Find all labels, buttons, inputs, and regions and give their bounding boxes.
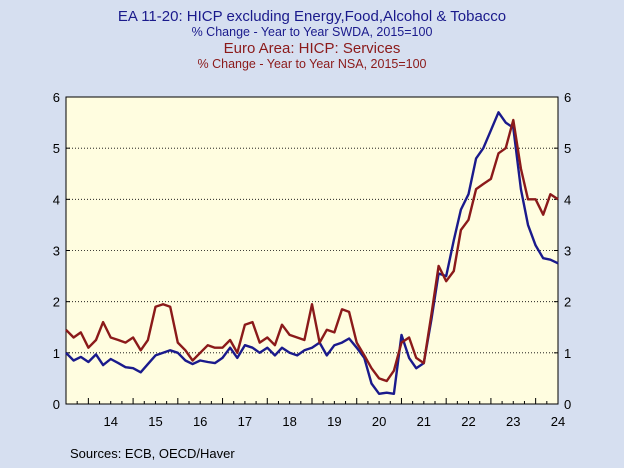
chart-subtitle-series1: % Change - Year to Year SWDA, 2015=100 [191, 25, 433, 39]
y-tick-label-left: 1 [53, 346, 60, 361]
x-tick-label: 17 [238, 414, 252, 429]
y-tick-label-right: 5 [564, 141, 571, 156]
source-note: Sources: ECB, OECD/Haver [70, 446, 235, 461]
series-line-2 [65, 118, 559, 383]
chart-title-group: EA 11-20: HICP excluding Energy,Food,Alc… [0, 8, 624, 72]
x-tick-label: 19 [327, 414, 341, 429]
series-lines [65, 111, 559, 395]
y-tick-label-right: 6 [564, 90, 571, 105]
y-tick-label-left: 2 [53, 295, 60, 310]
y-tick-label-left: 3 [53, 244, 60, 259]
x-tick-label: 22 [461, 414, 475, 429]
x-tick-label: 18 [282, 414, 296, 429]
gridlines [66, 147, 558, 354]
chart-title-series2: Euro Area: HICP: Services [223, 40, 401, 57]
y-tick-label-left: 6 [53, 90, 60, 105]
x-tick-label: 21 [417, 414, 431, 429]
y-tick-label-left: 0 [53, 397, 60, 412]
y-tick-label-left: 5 [53, 141, 60, 156]
x-tick-label: 20 [372, 414, 386, 429]
chart-subtitle-series2: % Change - Year to Year NSA, 2015=100 [197, 57, 427, 71]
y-tick-label-right: 4 [564, 192, 571, 207]
y-tick-label-right: 3 [564, 244, 571, 259]
series-line-1 [65, 111, 559, 395]
chart-title-series1: EA 11-20: HICP excluding Energy,Food,Alc… [117, 8, 507, 25]
x-tick-label: 14 [103, 414, 117, 429]
x-tick-label: 15 [148, 414, 162, 429]
y-tick-label-right: 2 [564, 295, 571, 310]
axes: 0 01 12 23 34 45 56 614 15 16 17 18 19 20 21 22 23 24 [53, 90, 571, 429]
y-tick-label-right: 0 [564, 397, 571, 412]
x-tick-label: 16 [193, 414, 207, 429]
x-tick-label: 24 [551, 414, 565, 429]
y-tick-label-right: 1 [564, 346, 571, 361]
y-tick-label-left: 4 [53, 192, 60, 207]
x-tick-label: 23 [506, 414, 520, 429]
